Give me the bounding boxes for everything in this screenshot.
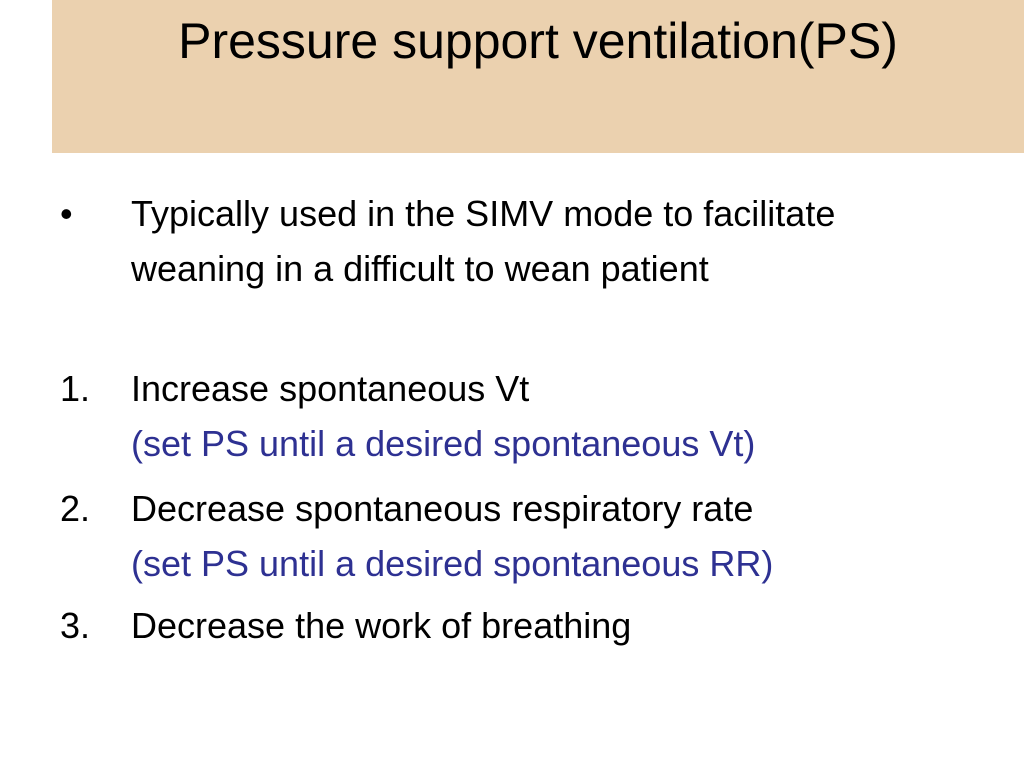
- list-number: 2.: [60, 488, 91, 529]
- list-body: Decrease spontaneous respiratory rate (s…: [131, 481, 931, 591]
- list-text: Decrease the work of breathing: [131, 605, 632, 646]
- list-body: Increase spontaneous Vt (set PS until a …: [131, 361, 931, 471]
- list-number: 3.: [60, 605, 91, 646]
- list-subtext: (set PS until a desired spontaneous RR): [131, 543, 774, 584]
- slide-title: Pressure support ventilation(PS): [178, 13, 898, 69]
- title-bar: Pressure support ventilation(PS): [52, 0, 1024, 153]
- bullet-text: Typically used in the SIMV mode to facil…: [131, 193, 836, 289]
- list-text: Decrease spontaneous respiratory rate: [131, 488, 754, 529]
- bullet-marker: •: [60, 193, 73, 234]
- list-number: 1.: [60, 368, 91, 409]
- list-subtext: (set PS until a desired spontaneous Vt): [131, 423, 756, 464]
- list-text: Increase spontaneous Vt: [131, 368, 530, 409]
